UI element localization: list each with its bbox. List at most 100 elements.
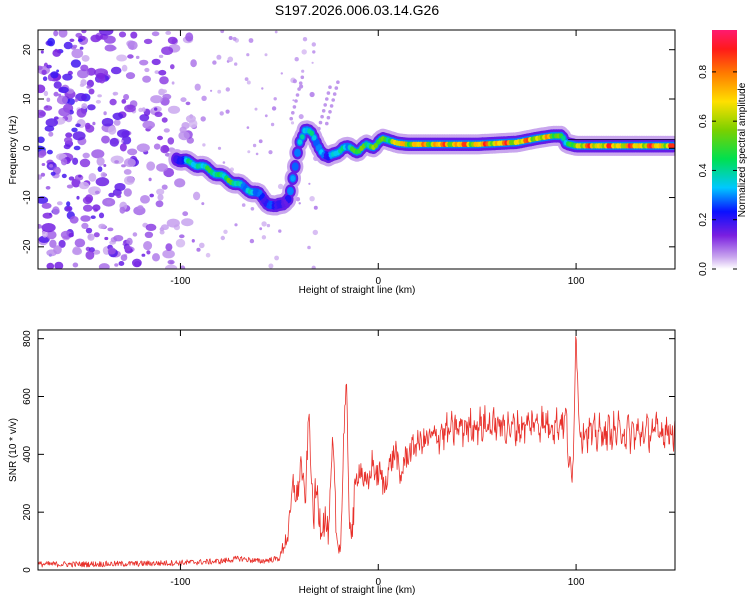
noise-blob <box>141 107 146 112</box>
noise-blob <box>120 254 128 261</box>
noise-blob <box>68 176 75 181</box>
noise-blob <box>41 69 47 76</box>
noise-blob <box>94 190 100 195</box>
noise-blob <box>290 121 295 125</box>
noise-blob <box>93 232 100 238</box>
noise-blob <box>170 64 175 70</box>
noise-blob <box>161 46 174 55</box>
noise-blob <box>246 80 251 85</box>
noise-blob <box>38 136 45 144</box>
noise-blob <box>328 110 332 114</box>
noise-blob <box>194 83 201 91</box>
noise-blob <box>145 223 157 231</box>
noise-blob <box>334 86 339 90</box>
noise-blob <box>52 206 60 215</box>
noise-blob <box>254 107 258 111</box>
noise-blob <box>313 205 318 210</box>
noise-blob <box>120 139 124 143</box>
noise-blob <box>80 64 89 72</box>
noise-blob <box>121 135 132 145</box>
noise-blob <box>130 31 138 39</box>
noise-blob <box>49 239 57 248</box>
noise-blob <box>58 107 71 117</box>
noise-blob <box>149 193 154 198</box>
noise-blob <box>44 125 55 132</box>
noise-blob <box>161 89 167 94</box>
noise-blob <box>261 87 264 90</box>
noise-blob <box>320 114 324 119</box>
noise-blob <box>123 158 136 168</box>
noise-blob <box>299 84 304 89</box>
noise-blob <box>38 224 42 229</box>
noise-blob <box>119 206 126 214</box>
noise-blob <box>152 253 160 262</box>
noise-blob <box>74 98 78 103</box>
noise-blob <box>66 201 71 207</box>
noise-blob <box>38 196 49 204</box>
tick-label: -100 <box>170 276 190 287</box>
noise-blob <box>325 121 329 126</box>
noise-blob <box>67 98 75 106</box>
noise-blob <box>39 149 47 156</box>
noise-blob <box>112 91 119 96</box>
noise-blob <box>54 261 64 269</box>
noise-blob <box>50 171 56 176</box>
noise-blob <box>43 105 53 111</box>
ridge-cell <box>316 145 322 151</box>
noise-blob <box>104 35 116 44</box>
noise-blob <box>252 143 257 148</box>
noise-blob <box>154 70 160 74</box>
noise-blob <box>323 103 328 107</box>
noise-blob <box>178 131 190 141</box>
noise-blob <box>196 247 201 252</box>
noise-blob <box>190 59 197 68</box>
noise-blob <box>159 76 169 85</box>
noise-blob <box>261 221 267 227</box>
tick-label: 0.2 <box>698 212 709 226</box>
noise-blob <box>132 258 142 268</box>
ridge-cell <box>295 150 300 156</box>
noise-blob <box>311 265 316 269</box>
noise-blob <box>123 169 132 175</box>
tick-label: 20 <box>22 44 33 56</box>
noise-blob <box>74 238 86 248</box>
noise-blob <box>127 148 138 156</box>
noise-blob <box>80 79 87 86</box>
ridge-cell <box>297 139 303 145</box>
noise-blob <box>76 195 80 200</box>
noise-blob <box>271 106 277 111</box>
noise-blob <box>98 263 110 269</box>
noise-blob <box>244 77 249 81</box>
noise-blob <box>232 36 237 41</box>
noise-blob <box>76 108 87 118</box>
noise-blob <box>121 164 126 168</box>
noise-blob <box>88 88 95 95</box>
noise-blob <box>298 114 304 120</box>
noise-blob <box>216 54 222 60</box>
noise-blob <box>332 92 337 96</box>
noise-blob <box>294 99 298 103</box>
noise-blob <box>148 177 152 182</box>
noise-blob <box>42 230 48 238</box>
tick-label: 800 <box>22 330 33 347</box>
noise-blob <box>151 31 160 37</box>
noise-blob <box>179 234 185 239</box>
noise-blob <box>167 259 175 265</box>
noise-blob <box>85 194 94 203</box>
noise-blob <box>219 111 224 116</box>
noise-blob <box>165 243 173 252</box>
noise-blob <box>71 48 84 59</box>
noise-blob <box>312 229 318 236</box>
noise-blob <box>90 215 96 219</box>
spectrogram-ridge <box>168 75 675 216</box>
noise-blob <box>73 145 81 151</box>
tick-label: -20 <box>22 239 33 254</box>
noise-blob <box>298 81 303 85</box>
colorbar: 0.0 0.2 0.4 0.6 0.8 Normalized spectral ampl… <box>698 30 748 276</box>
noise-blob <box>97 94 102 98</box>
ridge-cell <box>288 188 293 194</box>
chart-title: S197.2026.006.03.14.G26 <box>275 2 439 18</box>
noise-blob <box>174 178 186 188</box>
noise-blob <box>124 104 136 113</box>
